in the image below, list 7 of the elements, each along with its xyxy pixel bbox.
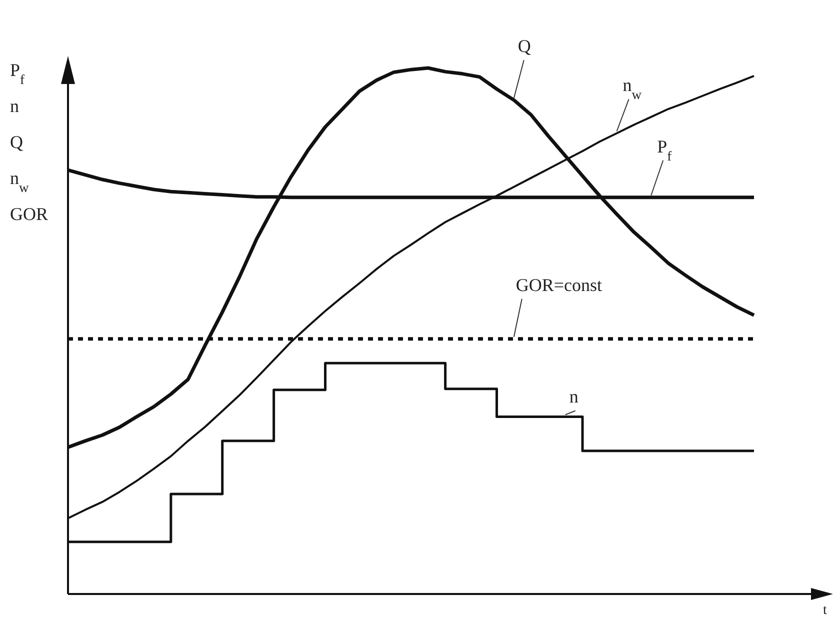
series-label: n$_{w}$ (622, 75, 642, 102)
x-axis-title: t (823, 603, 828, 617)
y-axis-title: P$_{f}$ n Q n$_{w}$ GOR (10, 60, 48, 224)
text: Q (518, 36, 531, 56)
text: GOR=const (516, 274, 602, 295)
series-label: n (569, 386, 578, 407)
series-label: P$_{f}$ (657, 136, 672, 163)
